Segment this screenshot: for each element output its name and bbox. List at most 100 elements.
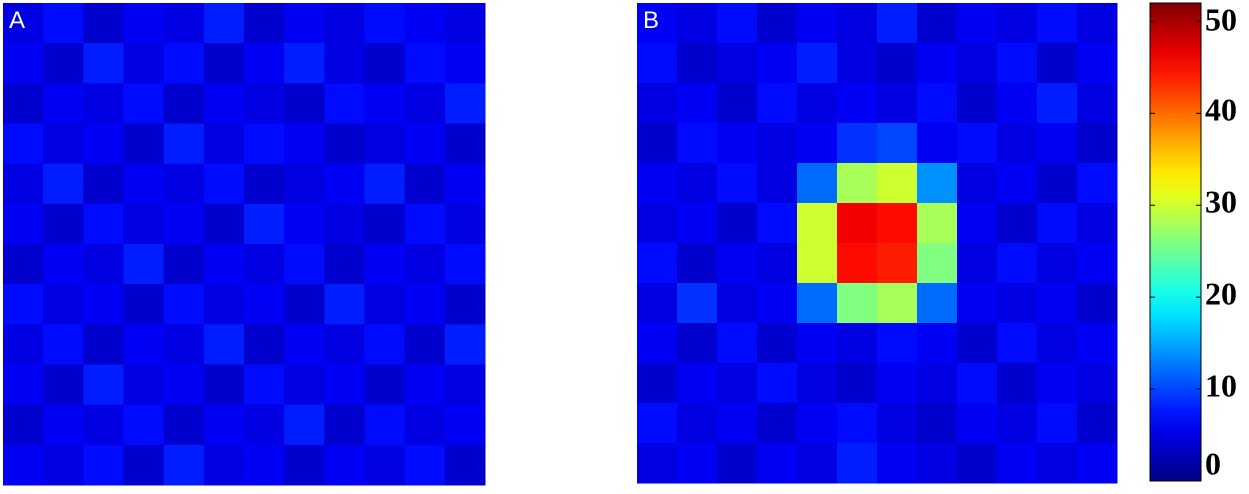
heatmap-cell — [244, 284, 285, 325]
heatmap-cell — [444, 404, 486, 446]
heatmap-cell — [917, 163, 958, 204]
heatmap-cell — [324, 244, 365, 285]
heatmap-cell — [444, 123, 486, 165]
heatmap-cell — [877, 403, 918, 444]
heatmap-cell — [797, 403, 838, 444]
heatmap-cell — [123, 163, 165, 205]
heatmap-cell — [717, 163, 758, 204]
heatmap-cell — [1037, 83, 1078, 124]
heatmap-cell — [757, 243, 798, 284]
heatmap-cell — [1077, 163, 1118, 204]
heatmap-cell — [203, 324, 245, 365]
heatmap-cell — [364, 43, 406, 84]
heatmap-cell — [757, 203, 798, 244]
heatmap-cell — [203, 163, 245, 205]
heatmap-cell — [244, 404, 285, 446]
heatmap-cell — [43, 3, 84, 44]
heatmap-cell — [404, 444, 446, 486]
heatmap-cell — [677, 363, 718, 404]
heatmap-cell — [284, 123, 325, 165]
heatmap-cell — [364, 244, 406, 285]
heatmap-cell — [637, 123, 678, 164]
heatmap-cell — [123, 284, 165, 325]
heatmap-cell — [1077, 43, 1118, 84]
heatmap-cell — [957, 363, 998, 404]
heatmap-cell — [43, 244, 84, 285]
y-tick-label: 50 — [1205, 1, 1237, 37]
heatmap-cell — [917, 323, 958, 364]
heatmap-cell — [997, 83, 1038, 124]
heatmap-cell — [3, 3, 44, 44]
heatmap-cell — [997, 203, 1038, 244]
heatmap-cell — [203, 123, 245, 165]
panel-label: B — [643, 7, 659, 34]
heatmap-cell — [837, 123, 878, 164]
heatmap-cell — [244, 83, 285, 124]
heatmap-cell — [1077, 243, 1118, 284]
heatmap-cell — [1077, 83, 1118, 124]
heatmap-cell — [43, 404, 84, 446]
heatmap-cell — [1037, 203, 1078, 244]
heatmap-cell — [957, 3, 998, 44]
heatmap-cell — [404, 203, 446, 245]
heatmap-cell — [1037, 43, 1078, 84]
heatmap-cell — [444, 364, 486, 406]
y-tick-label: 10 — [1205, 367, 1237, 403]
heatmap-cell — [3, 83, 44, 124]
heatmap-cell — [837, 283, 878, 324]
heatmap-cell — [957, 283, 998, 324]
heatmap-cell — [83, 284, 124, 325]
heatmap-cell — [43, 444, 84, 486]
heatmap-cell — [83, 324, 124, 365]
heatmap-cell — [1077, 363, 1118, 404]
heatmap-cell — [637, 283, 678, 324]
heatmap-cell — [244, 203, 285, 245]
heatmap-cell — [123, 324, 165, 365]
heatmap-cell — [364, 364, 406, 406]
heatmap-cell — [717, 323, 758, 364]
heatmap-cell — [1077, 323, 1118, 364]
heatmap-cell — [324, 123, 365, 165]
heatmap-cell — [244, 3, 285, 44]
heatmap-cell — [244, 444, 285, 486]
heatmap-cell — [757, 443, 798, 484]
heatmap-cell — [677, 83, 718, 124]
heatmap-cell — [1077, 443, 1118, 484]
heatmap-cell — [997, 43, 1038, 84]
heatmap-cell — [244, 364, 285, 406]
heatmap-cell — [1037, 323, 1078, 364]
heatmap-cell — [677, 243, 718, 284]
heatmap-cell — [203, 444, 245, 486]
heatmap-cell — [957, 243, 998, 284]
heatmap-cell — [917, 283, 958, 324]
heatmap-cell — [837, 363, 878, 404]
heatmap-cell — [1037, 363, 1078, 404]
heatmap-cell — [83, 163, 124, 205]
heatmap-cell — [717, 283, 758, 324]
heatmap-cell — [797, 443, 838, 484]
heatmap-cell — [997, 443, 1038, 484]
heatmap-cell — [83, 43, 124, 84]
heatmap-cell — [203, 284, 245, 325]
heatmap-cell — [163, 324, 205, 365]
heatmap-cell — [837, 403, 878, 444]
heatmap-cell — [677, 403, 718, 444]
heatmap-cell — [637, 363, 678, 404]
heatmap-cell — [163, 244, 205, 285]
heatmap-cell — [877, 203, 918, 244]
heatmap-cell — [1077, 203, 1118, 244]
heatmap-cell — [717, 123, 758, 164]
heatmap-cell — [1077, 3, 1118, 44]
heatmap-cell — [284, 404, 325, 446]
heatmap-cell — [877, 163, 918, 204]
heatmap-cell — [404, 244, 446, 285]
heatmap-cell — [757, 83, 798, 124]
heatmap-cell — [284, 43, 325, 84]
heatmap-cell — [163, 284, 205, 325]
heatmap-cell — [284, 83, 325, 124]
heatmap-cell — [123, 123, 165, 165]
heatmap-cell — [917, 83, 958, 124]
heatmap-cell — [997, 323, 1038, 364]
heatmap-cell — [717, 363, 758, 404]
